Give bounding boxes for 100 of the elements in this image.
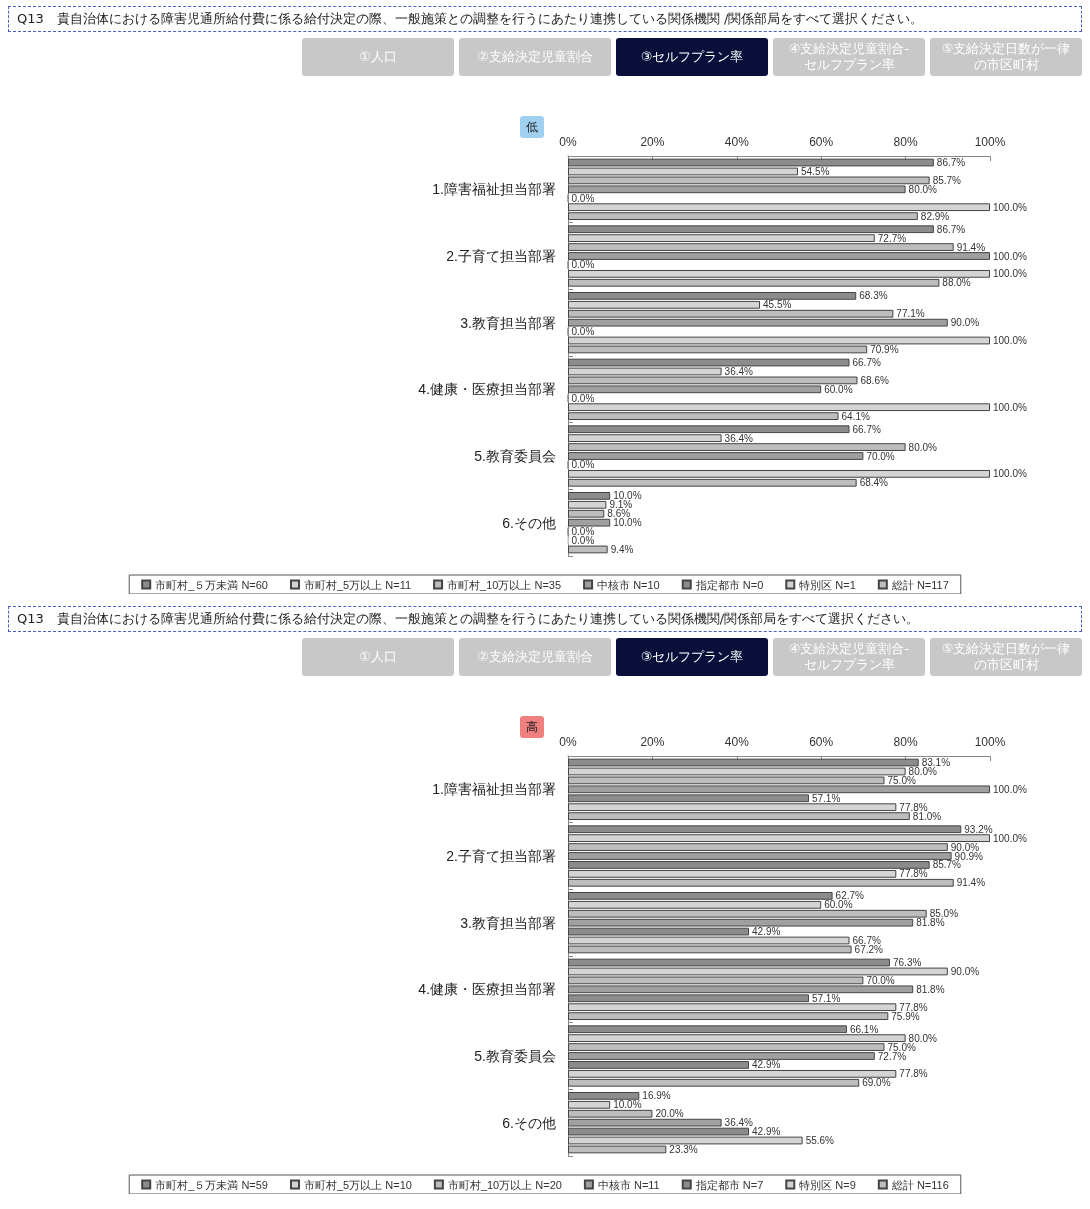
text: ③セルフプラン率 [616,638,768,676]
data-label: 42.9% [752,1059,781,1071]
x-tick-label: 0% [559,735,577,749]
data-label: 0.0% [571,459,595,471]
data-label: 66.7% [852,423,881,435]
data-label: 20.0% [655,1108,684,1120]
data-label: 45.5% [763,299,792,311]
data-label: 23.3% [669,1143,698,1155]
data-label: 81.8% [916,917,945,929]
legend-label: 市町村_５万未満 N=60 [155,578,268,591]
data-label: 90.9% [954,850,984,862]
y-tick-label: 5.教育委員会 [474,448,556,464]
y-tick-label: 6.その他 [502,1114,556,1131]
data-label: 70.0% [866,974,895,986]
data-label: 90.0% [950,317,980,329]
data-label: 80.0% [908,183,938,195]
data-label: 57.1% [811,792,841,804]
legend-label: 市町村_10万以上 N=35 [447,578,562,591]
chart-subtitle: 高 [526,720,538,734]
data-label: 91.4% [956,241,986,253]
x-tick-label: 20% [640,735,665,749]
y-tick-label: 1.障害福祉担当部署 [432,181,556,198]
legend-label: 市町村_5万以上 N=10 [303,1178,412,1191]
data-label: 0.0% [571,326,595,338]
chart-subtitle: 低 [526,120,538,134]
legend-label: 特別区 N=1 [799,578,856,591]
data-label: 100.0% [993,832,1028,844]
x-tick-label: 0% [559,135,577,149]
data-label: 36.4% [724,365,754,377]
data-label: 42.9% [752,1126,781,1138]
chart-title: Q13 貴自治体における障害児通所給付費に係る給付決定の際、一般施策との調整を行うにあたり連携している関係機関 /関係部局をすべて選択ください。 [8,6,1082,32]
data-label: 75.0% [887,1041,916,1053]
data-label: 80.0% [908,1032,938,1044]
data-label: 54.5% [800,165,830,177]
data-label: 0.0% [571,535,595,547]
data-label: 68.3% [859,290,888,302]
data-label: 86.7% [936,223,966,235]
data-label: 82.9% [920,210,950,222]
data-label: 100.0% [993,268,1028,280]
data-label: 70.0% [866,450,895,462]
data-label: 68.4% [859,477,889,489]
data-label: 70.9% [870,343,899,355]
chart-title: Q13 貴自治体における障害児通所給付費に係る給付決定の際、一般施策との調整を行うにあたり連携している関係機関/関係部局をすべて選択ください。 [8,606,1082,632]
x-tick-label: 80% [893,735,918,749]
data-label: 0.0% [571,526,595,538]
x-tick-label: 40% [724,735,750,749]
data-label: 85.7% [932,859,962,871]
data-label: 91.4% [956,877,986,889]
data-label: 0.0% [571,392,595,404]
data-label: 36.4% [724,1117,754,1129]
data-label: 10.0% [613,490,642,502]
legend-label: 市町村_5万以上 N=11 [303,578,412,591]
data-label: 66.7% [852,357,881,369]
data-label: 0.0% [571,259,595,271]
legend-label: 市町村_５万未満 N=59 [155,1178,268,1191]
data-label: 60.0% [824,383,853,395]
data-label: 81.0% [912,810,942,822]
data-label: 77.8% [899,1068,928,1080]
data-label: 77.1% [896,308,925,320]
legend-label: 特別区 N=9 [799,1178,856,1191]
legend-label: 総計 N=116 [890,1178,949,1191]
x-tick-label: 80% [893,135,918,149]
y-tick-label: 5.教育委員会 [474,1048,556,1064]
x-tick-label: 20% [640,135,665,149]
y-tick-label: 4.健康・医療担当部署 [418,981,556,998]
data-label: 66.1% [849,1023,879,1035]
x-tick-label: 100% [974,735,1006,749]
data-label: 86.7% [936,157,966,169]
data-label: 100.0% [993,468,1028,480]
data-label: 90.0% [950,965,980,977]
x-tick-label: 40% [724,135,750,149]
y-tick-label: 6.その他 [502,514,556,531]
legend-label: 中核市 N=10 [597,578,660,591]
y-tick-label: 2.子育て担当部署 [446,848,556,864]
data-label: 0.0% [571,192,595,204]
data-label: 77.8% [899,868,928,880]
y-tick-label: 4.健康・医療担当部署 [418,381,556,398]
data-label: 42.9% [752,926,781,938]
data-label: 9.4% [610,543,634,555]
data-label: 85.7% [932,174,962,186]
data-label: 77.8% [899,1001,928,1013]
data-label: 100.0% [993,335,1028,347]
x-tick-label: 60% [809,135,834,149]
data-label: 100.0% [993,401,1028,413]
data-label: 100.0% [993,250,1028,262]
data-label: 68.6% [860,374,889,386]
y-tick-label: 1.障害福祉担当部署 [432,781,556,798]
data-label: 80.0% [908,441,938,453]
data-label: 100.0% [993,783,1028,795]
data-label: 8.6% [607,508,631,520]
data-label: 69.0% [862,1077,891,1089]
data-label: 60.0% [824,899,853,911]
data-label: 76.3% [892,957,922,969]
data-label: 55.6% [805,1135,835,1147]
bar [568,545,608,554]
y-tick-label: 3.教育担当部署 [460,314,556,331]
data-label: 62.7% [835,890,865,902]
data-label: 93.2% [964,823,993,835]
data-label: 57.1% [811,992,841,1004]
data-label: 75.9% [891,1010,920,1022]
